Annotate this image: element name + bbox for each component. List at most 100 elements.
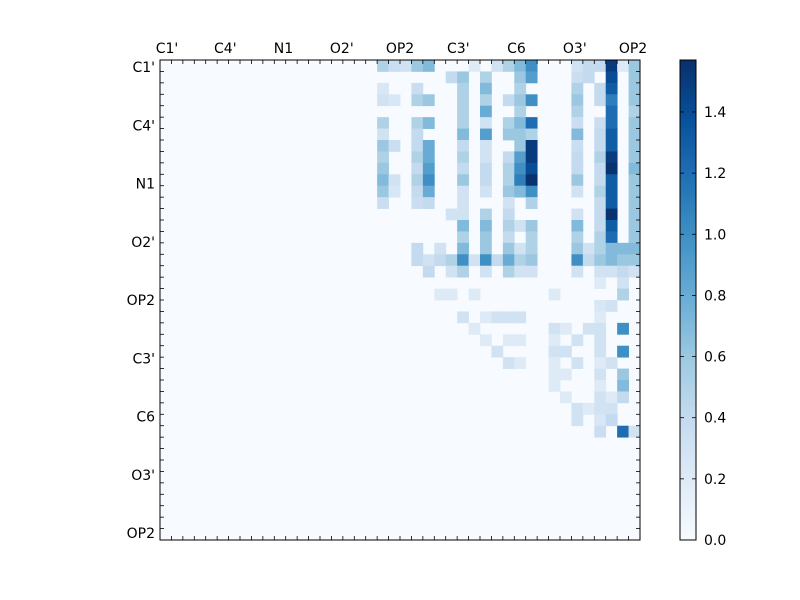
heatmap-cell [605,391,618,404]
heatmap-cell [457,254,469,267]
heatmap-cell [605,254,618,267]
heatmap-cell [480,265,492,278]
heatmap-cell [628,82,641,95]
heatmap-cell [594,197,607,209]
heatmap-cell [617,368,629,381]
heatmap-cell [571,242,584,255]
heatmap-cell [502,151,515,164]
heatmap-cell [480,94,492,107]
heatmap-cell [628,265,641,278]
heatmap-cell [457,265,469,278]
heatmap-cell [514,71,527,84]
heatmap-cell [617,425,629,438]
heatmap-cell [605,60,618,72]
heatmap-cell [411,60,424,72]
heatmap-cell [422,60,435,72]
heatmap-cell [594,425,607,438]
heatmap-cell [480,242,492,255]
heatmap-cell [594,220,607,232]
heatmap-cell [571,414,584,427]
y-tick-label: O3' [131,468,155,484]
heatmap-cell [548,357,561,369]
heatmap-cell [582,254,595,267]
colorbar-ticks: 0.0 0.2 0.4 0.6 0.8 1.0 1.2 1.4 [680,105,726,549]
y-tick-label: N1 [136,177,155,193]
heatmap-cell [480,311,492,324]
x-tick-label: C6 [507,41,526,57]
heatmap-cell [480,174,492,187]
heatmap-cell [468,288,481,301]
heatmap-cell [628,60,641,72]
heatmap-cell [514,311,527,324]
heatmap-cell [594,368,607,381]
heatmap-cell [377,140,389,152]
heatmap-cell [594,345,607,358]
heatmap-cell [594,254,607,267]
heatmap-cell [628,242,641,255]
heatmap-cell [377,185,389,198]
heatmap-cell [617,288,629,301]
heatmap-cell [571,334,584,347]
heatmap-cell [548,368,561,381]
heatmap-cell [617,380,629,392]
heatmap-cell [628,162,641,175]
heatmap-cell [422,151,435,164]
heatmap-cell [628,117,641,129]
heatmap-cell [548,345,561,358]
heatmap-cell [514,357,527,369]
heatmap-cell [514,242,527,255]
heatmap-cell [422,265,435,278]
heatmap-cell [582,71,595,84]
heatmap-cell [514,185,527,198]
heatmap-cell [480,82,492,95]
heatmap-cell [628,71,641,84]
heatmap-cell [502,117,515,129]
heatmap-cell [377,128,389,141]
heatmap-cell [388,185,401,198]
colorbar-tick-label: 1.0 [704,227,726,243]
heatmap-cell [422,197,435,209]
heatmap-cell [377,174,389,187]
heatmap-cell [525,71,538,84]
heatmap-cell [480,220,492,232]
heatmap-cell [422,94,435,107]
x-tick-label: N1 [274,41,293,57]
heatmap-cell [502,162,515,175]
heatmap-cell [502,94,515,107]
x-tick-label: O2' [330,41,354,57]
heatmap-cell [514,94,527,107]
y-tick-label: OP2 [127,293,155,309]
heatmap-cell [480,117,492,129]
heatmap-cell [605,402,618,415]
heatmap-cell [525,185,538,198]
heatmap-cell [525,265,538,278]
x-tick-label: OP2 [386,41,414,57]
heatmap-cell [411,254,424,267]
heatmap-cell [411,140,424,152]
heatmap-cell [571,357,584,369]
heatmap-cell [628,208,641,221]
heatmap-cell [422,140,435,152]
heatmap-cell [594,300,607,312]
heatmap-cell [457,117,469,129]
heatmap-cell [594,117,607,129]
heatmap-cell [628,105,641,118]
heatmap-cell [514,60,527,72]
heatmap-cell [514,254,527,267]
heatmap-cell [628,425,641,438]
colorbar: 0.0 0.2 0.4 0.6 0.8 1.0 1.2 1.4 [679,59,726,549]
heatmap-cell [457,311,469,324]
heatmap-cell [445,265,458,278]
heatmap-cell [594,380,607,392]
heatmap-cell [457,220,469,232]
heatmap-cell [468,60,481,72]
heatmap-cell [434,242,447,255]
heatmap-cell [605,220,618,232]
heatmap-cell [605,300,618,312]
colorbar-tick-label: 1.4 [704,105,726,121]
heatmap-cell [514,117,527,129]
heatmap-cell [411,117,424,129]
heatmap-cell [411,82,424,95]
heatmap-cell [605,185,618,198]
heatmap-cell [525,254,538,267]
